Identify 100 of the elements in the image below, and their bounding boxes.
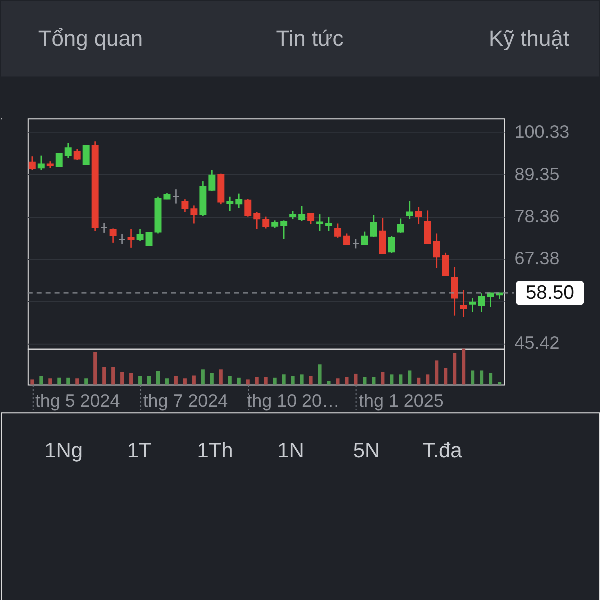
candlestick — [136, 228, 144, 242]
candlestick — [172, 188, 180, 204]
candlestick — [280, 220, 288, 240]
text: 5N — [353, 439, 380, 462]
candlestick — [146, 232, 153, 247]
candlestick — [478, 292, 486, 314]
text: 1N — [278, 439, 304, 462]
bar — [390, 374, 394, 385]
bar — [462, 348, 466, 385]
bar — [363, 377, 367, 385]
bar — [40, 376, 44, 385]
candlestick — [38, 155, 45, 171]
candlestick — [190, 205, 198, 224]
bar — [309, 376, 313, 385]
candlestick — [370, 214, 378, 238]
bar — [165, 378, 169, 385]
x-tick-label: thg 7 2024 — [143, 391, 228, 412]
bar — [192, 376, 196, 385]
bar — [94, 352, 98, 385]
bar — [255, 377, 259, 385]
text: T.đa — [422, 439, 463, 462]
candlestick — [406, 200, 414, 220]
candlestick — [388, 236, 396, 254]
y-tick-label: 100.33 — [514, 122, 570, 142]
candlestick — [442, 252, 450, 277]
text: Tin tức — [276, 26, 344, 51]
bar — [498, 382, 502, 385]
bar — [399, 374, 403, 385]
bar — [372, 377, 376, 385]
bar — [336, 378, 340, 385]
bar — [30, 380, 34, 385]
y-tick-label: 89.35 — [514, 164, 560, 184]
candlestick — [244, 198, 252, 218]
bar — [201, 370, 205, 385]
bar — [48, 378, 52, 385]
bar — [138, 376, 142, 385]
candlestick — [433, 233, 440, 269]
candlestick — [236, 193, 243, 209]
candlestick — [316, 214, 324, 232]
bar — [120, 372, 124, 385]
bar — [381, 372, 385, 385]
candlestick — [487, 292, 494, 308]
bar — [219, 370, 223, 385]
candlestick — [379, 217, 386, 256]
bar — [183, 378, 187, 385]
candlestick — [298, 206, 306, 222]
candlestick — [415, 206, 422, 226]
candlestick — [469, 298, 476, 314]
candlestick — [262, 216, 270, 230]
candlestick — [334, 223, 342, 239]
text: 1T — [127, 439, 152, 462]
candlestick — [308, 212, 315, 226]
bar — [480, 370, 484, 385]
candlestick — [110, 228, 117, 244]
bar — [58, 378, 62, 385]
candlestick — [56, 152, 63, 168]
candlestick — [451, 266, 458, 316]
bar — [84, 378, 88, 385]
x-tick-label: thg 1 2025 — [359, 391, 444, 412]
bar — [327, 381, 331, 385]
text: Kỹ thuật — [489, 26, 570, 51]
candlestick — [254, 212, 261, 230]
candlestick — [182, 198, 189, 213]
bar — [210, 373, 214, 385]
candlestick — [82, 144, 90, 166]
bar — [102, 367, 106, 385]
x-tick-label: thg 5 2024 — [35, 391, 120, 412]
candlestick — [397, 218, 404, 234]
bar — [489, 373, 493, 385]
bar — [453, 353, 457, 385]
bar — [435, 360, 439, 385]
candlestick — [208, 170, 216, 192]
bar — [246, 380, 250, 385]
x-tick-label: thg 10 20… — [247, 391, 340, 412]
bar — [291, 376, 295, 385]
bar — [345, 377, 349, 385]
bar — [273, 378, 277, 385]
bar — [471, 370, 475, 385]
candlestick — [226, 196, 234, 212]
bar — [112, 367, 116, 385]
candlestick — [460, 289, 468, 318]
candlestick — [424, 210, 432, 246]
bar — [426, 374, 430, 385]
y-tick-label: 67.38 — [514, 248, 560, 269]
bar — [66, 378, 70, 385]
candlestick — [352, 238, 360, 250]
candlestick — [64, 142, 72, 159]
y-tick-label: 45.42 — [514, 332, 560, 353]
candlestick — [362, 231, 368, 246]
bar — [237, 378, 241, 385]
candlestick — [100, 222, 108, 234]
bar — [264, 377, 268, 385]
ref-line-label: 58.50 — [526, 282, 575, 304]
candlestick — [128, 228, 135, 249]
candlestick — [118, 234, 126, 246]
text: Tổng quan — [38, 26, 144, 51]
bar — [318, 364, 322, 385]
text: 1Th — [197, 439, 234, 462]
bar — [76, 378, 80, 385]
bar — [148, 376, 151, 385]
